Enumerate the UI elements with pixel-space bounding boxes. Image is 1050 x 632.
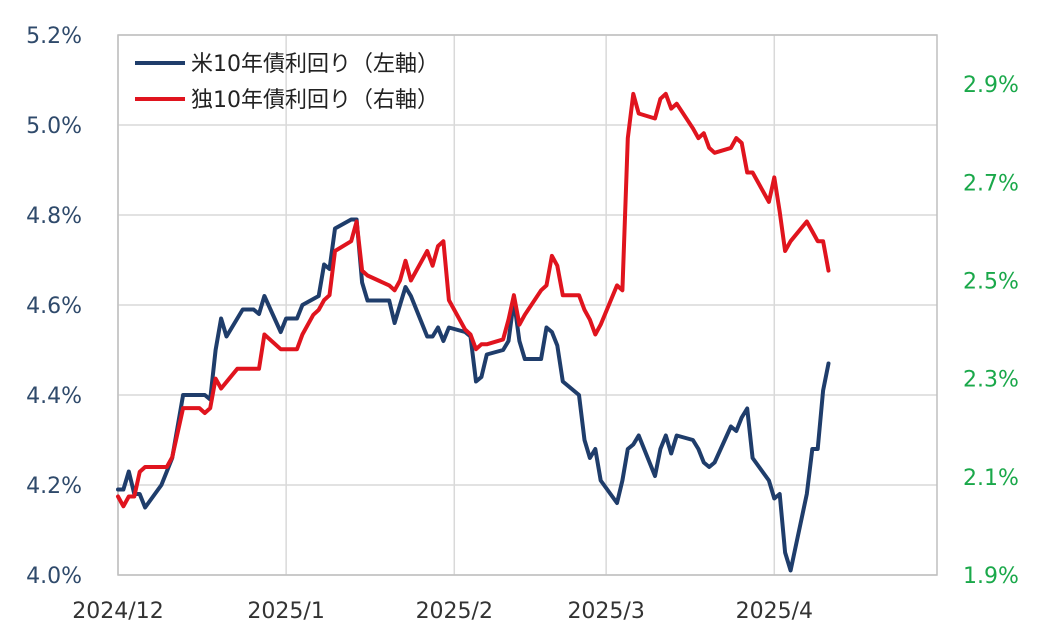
left-axis-tick-label: 4.8% (26, 204, 82, 229)
x-axis-tick-label: 2024/12 (72, 599, 163, 624)
left-axis-tick-label: 4.4% (26, 384, 82, 409)
right-axis-tick-label: 2.9% (963, 73, 1019, 98)
series-line-us-10y (116, 217, 831, 573)
x-axis-ticks: 2024/12 2025/1 2025/2 2025/3 2025/4 (72, 599, 813, 624)
right-axis-tick-label: 2.1% (963, 466, 1019, 491)
right-axis-tick-label: 2.7% (963, 171, 1019, 196)
left-axis-tick-label: 4.6% (26, 294, 82, 319)
series-layer (116, 91, 831, 573)
plot-area (117, 34, 938, 576)
series-line-de-10y (116, 91, 831, 509)
grid-lines (117, 34, 937, 576)
x-axis-tick-label: 2025/3 (567, 599, 644, 624)
right-axis-tick-label: 2.3% (963, 368, 1019, 393)
right-axis-ticks: 1.9% 2.1% 2.3% 2.5% 2.7% 2.9% (963, 73, 1019, 589)
right-axis-tick-label: 2.5% (963, 269, 1019, 294)
left-axis-tick-label: 4.0% (26, 564, 82, 589)
x-axis-tick-label: 2025/1 (247, 599, 324, 624)
left-axis-ticks: 4.0% 4.2% 4.4% 4.6% 4.8% 5.0% 5.2% (26, 24, 82, 589)
left-axis-tick-label: 5.2% (26, 24, 82, 49)
left-axis-tick-label: 5.0% (26, 114, 82, 139)
x-axis-tick-label: 2025/4 (736, 599, 813, 624)
left-axis-tick-label: 4.2% (26, 474, 82, 499)
legend-label-us: 米10年債利回り（左軸） (191, 52, 439, 77)
legend: 米10年債利回り（左軸） 独10年債利回り（右軸） (135, 52, 439, 113)
legend-label-de: 独10年債利回り（右軸） (191, 88, 439, 113)
x-axis-tick-label: 2025/2 (416, 599, 493, 624)
right-axis-tick-label: 1.9% (963, 564, 1019, 589)
